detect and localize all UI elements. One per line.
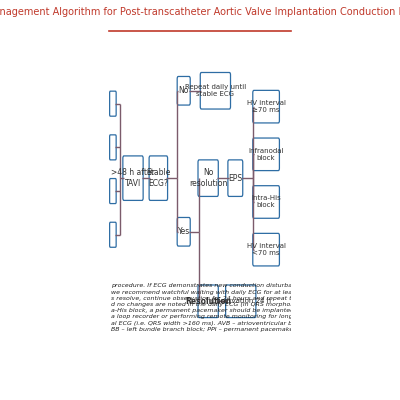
Text: Infranodal
block: Infranodal block — [248, 148, 284, 161]
FancyBboxPatch shape — [198, 285, 218, 318]
FancyBboxPatch shape — [253, 186, 280, 218]
Text: HV interval
<70 ms: HV interval <70 ms — [247, 243, 286, 256]
Text: EPS: EPS — [228, 174, 242, 183]
Text: Yes: Yes — [178, 227, 190, 236]
FancyBboxPatch shape — [226, 285, 256, 318]
Text: No: No — [178, 86, 189, 95]
FancyBboxPatch shape — [177, 76, 190, 105]
FancyBboxPatch shape — [177, 218, 190, 246]
Text: Proposed Management Algorithm for Post-transcatheter Aortic Valve Implantation C: Proposed Management Algorithm for Post-t… — [0, 7, 400, 17]
Text: Repeat daily until
stable ECG: Repeat daily until stable ECG — [185, 84, 246, 97]
FancyBboxPatch shape — [110, 178, 116, 204]
FancyBboxPatch shape — [228, 160, 243, 196]
Text: Stable
ECG?: Stable ECG? — [146, 168, 170, 188]
FancyBboxPatch shape — [149, 156, 168, 200]
FancyBboxPatch shape — [110, 91, 116, 116]
FancyBboxPatch shape — [253, 138, 280, 171]
Text: HV interval
≥70 ms: HV interval ≥70 ms — [247, 100, 286, 113]
FancyBboxPatch shape — [123, 156, 143, 200]
FancyBboxPatch shape — [110, 222, 116, 247]
Text: >48 h after
TAVI: >48 h after TAVI — [111, 168, 155, 188]
FancyBboxPatch shape — [200, 72, 230, 109]
FancyBboxPatch shape — [253, 90, 280, 123]
Text: Resolution: Resolution — [185, 297, 231, 306]
FancyBboxPatch shape — [110, 135, 116, 160]
Text: No
resolution: No resolution — [189, 168, 227, 188]
FancyBboxPatch shape — [253, 233, 280, 266]
FancyBboxPatch shape — [198, 160, 218, 196]
Text: Intra-His
block: Intra-His block — [251, 196, 281, 208]
Text: Observation 24 h: Observation 24 h — [211, 298, 271, 304]
Text: procedure. If ECG demonstrates new conduction disturbances, such as LBBB, RBBB w: procedure. If ECG demonstrates new condu… — [111, 284, 400, 332]
